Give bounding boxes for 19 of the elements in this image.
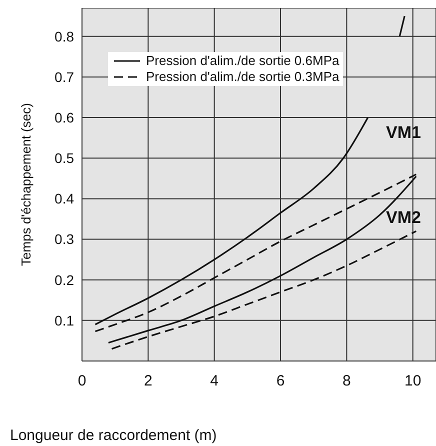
y-tick-label: 0.4	[54, 190, 74, 207]
y-axis-title: Temps d'échappement (sec)	[18, 103, 34, 266]
x-tick-label: 4	[210, 372, 219, 390]
legend-label: Pression d'alim./de sortie 0.3MPa	[146, 69, 340, 85]
y-tick-label: 0.7	[54, 68, 74, 85]
x-axis-title: Longueur de raccordement (m)	[10, 427, 217, 444]
y-tick-label: 0.3	[54, 231, 74, 248]
y-tick-label: 0.5	[54, 150, 74, 166]
x-tick-label: 6	[276, 372, 285, 390]
y-tick-label: 0.6	[54, 110, 74, 126]
legend-label: Pression d'alim./de sortie 0.6MPa	[146, 53, 340, 69]
x-tick-label: 0	[78, 372, 86, 390]
y-tick-label: 0.8	[54, 28, 74, 44]
line-series	[110, 230, 417, 350]
x-tick-label: 10	[404, 372, 422, 390]
y-tick-label: 0.1	[54, 312, 74, 328]
x-tick-label: 8	[342, 372, 351, 390]
x-tick-label: 2	[144, 372, 152, 390]
y-tick-label: 0.2	[54, 272, 74, 288]
